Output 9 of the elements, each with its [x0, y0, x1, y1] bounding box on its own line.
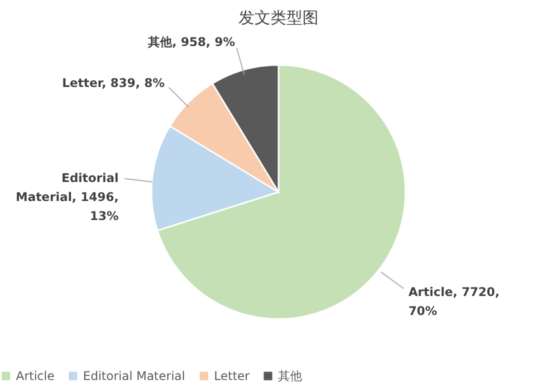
data-label: Editorial Material, 1496, 13%: [16, 170, 119, 223]
legend-label: 其他: [278, 369, 302, 383]
legend-label: Editorial Material: [83, 369, 186, 383]
data-label: Letter, 839, 8%: [62, 76, 165, 90]
chart-title: 发文类型图: [238, 8, 318, 27]
legend-label: Article: [16, 369, 54, 383]
data-label: 其他, 958, 9%: [147, 34, 236, 49]
data-label: Article, 7720, 70%: [408, 285, 500, 318]
legend-label: Letter: [214, 369, 250, 383]
